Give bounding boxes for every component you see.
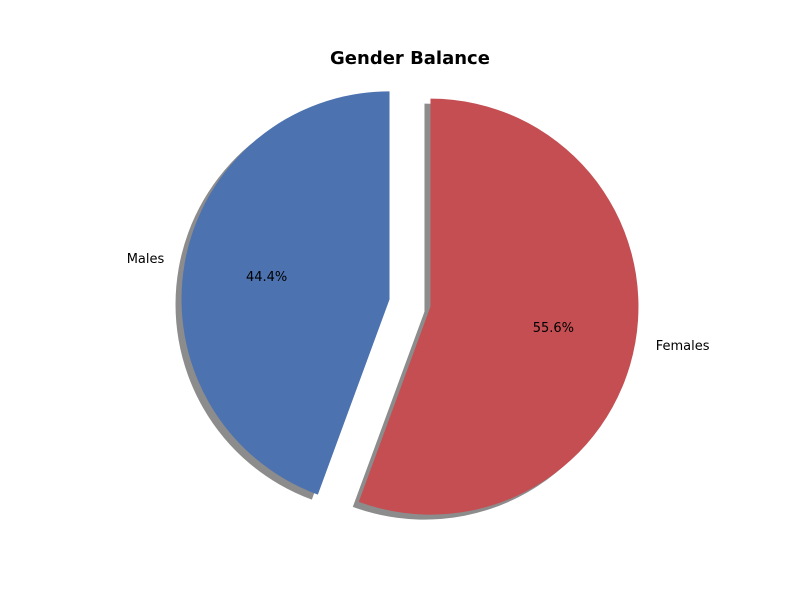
pie-slice-females [358, 98, 639, 515]
pie-slice-males [181, 91, 390, 495]
slice-label-males: Males [127, 252, 165, 267]
slice-layer [181, 91, 639, 515]
percent-label-females: 55.6% [533, 321, 574, 336]
chart-title: Gender Balance [330, 48, 490, 69]
slice-label-females: Females [656, 339, 710, 354]
label-layer: Males 44.4% Females 55.6% [127, 252, 710, 354]
percent-label-males: 44.4% [246, 270, 287, 285]
